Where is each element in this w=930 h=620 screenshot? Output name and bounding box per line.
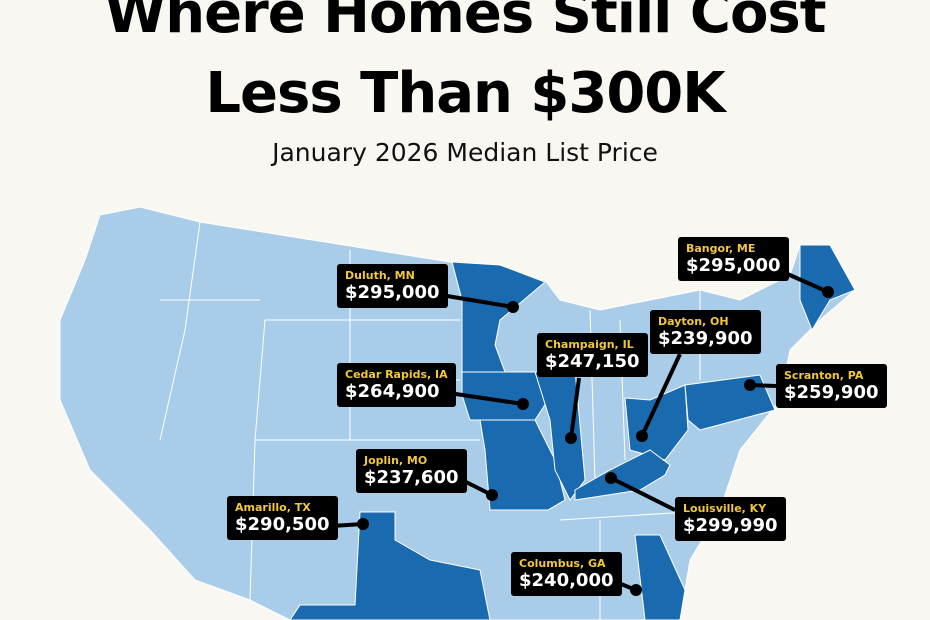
city-marker-dot [636, 430, 648, 442]
state-missouri [479, 419, 566, 511]
city-marker-dot [357, 518, 369, 530]
city-marker-dot [486, 489, 498, 501]
city-label: Cedar Rapids, IA $264,900 [337, 363, 456, 407]
city-label: Amarillo, TX $290,500 [227, 496, 338, 540]
state-georgia [634, 534, 686, 620]
city-marker-dot [744, 379, 756, 391]
city-marker-dot [605, 472, 617, 484]
city-label: Scranton, PA $259,900 [776, 364, 887, 408]
city-price: $264,900 [345, 381, 440, 402]
city-price: $295,000 [345, 282, 440, 303]
state-kentucky [574, 449, 671, 501]
leader-line [610, 476, 676, 512]
city-price: $290,500 [235, 514, 330, 535]
city-price: $240,000 [519, 570, 614, 591]
city-price: $295,000 [686, 255, 781, 276]
city-label: Louisville, KY $299,990 [675, 497, 786, 541]
city-label: Columbus, GA $240,000 [511, 552, 622, 596]
city-marker-dot [565, 432, 577, 444]
city-marker-dot [517, 398, 529, 410]
leader-line [640, 353, 682, 437]
city-name: Champaign, IL [545, 338, 634, 351]
title-line-1: Where Homes Still Cost [104, 0, 826, 46]
city-price: $299,990 [683, 515, 778, 536]
leader-line [782, 270, 829, 294]
city-name: Dayton, OH [658, 315, 729, 328]
city-label: Bangor, ME $295,000 [678, 237, 789, 281]
leader-line [569, 377, 581, 439]
city-label: Joplin, MO $237,600 [356, 449, 467, 493]
subtitle: January 2026 Median List Price [272, 138, 658, 167]
city-marker-dot [507, 301, 519, 313]
city-label: Duluth, MN $295,000 [337, 264, 448, 308]
title-line-2: Less Than $300K [205, 61, 725, 126]
city-price: $237,600 [364, 467, 459, 488]
city-label: Dayton, OH $239,900 [650, 310, 761, 354]
city-price: $259,900 [784, 382, 879, 403]
state-texas [289, 511, 491, 620]
city-name: Joplin, MO [364, 454, 428, 467]
city-price: $247,150 [545, 351, 640, 372]
city-name: Amarillo, TX [235, 501, 311, 514]
city-name: Louisville, KY [683, 502, 767, 515]
city-marker-dot [630, 584, 642, 596]
city-label: Champaign, IL $247,150 [537, 333, 648, 377]
city-name: Bangor, ME [686, 242, 756, 255]
city-name: Columbus, GA [519, 557, 606, 570]
city-marker-dot [822, 286, 834, 298]
leader-line [440, 293, 514, 309]
city-name: Cedar Rapids, IA [345, 368, 448, 381]
leader-line [448, 391, 524, 406]
state-minnesota [451, 261, 546, 373]
city-name: Duluth, MN [345, 269, 415, 282]
city-name: Scranton, PA [784, 369, 864, 382]
city-price: $239,900 [658, 328, 753, 349]
